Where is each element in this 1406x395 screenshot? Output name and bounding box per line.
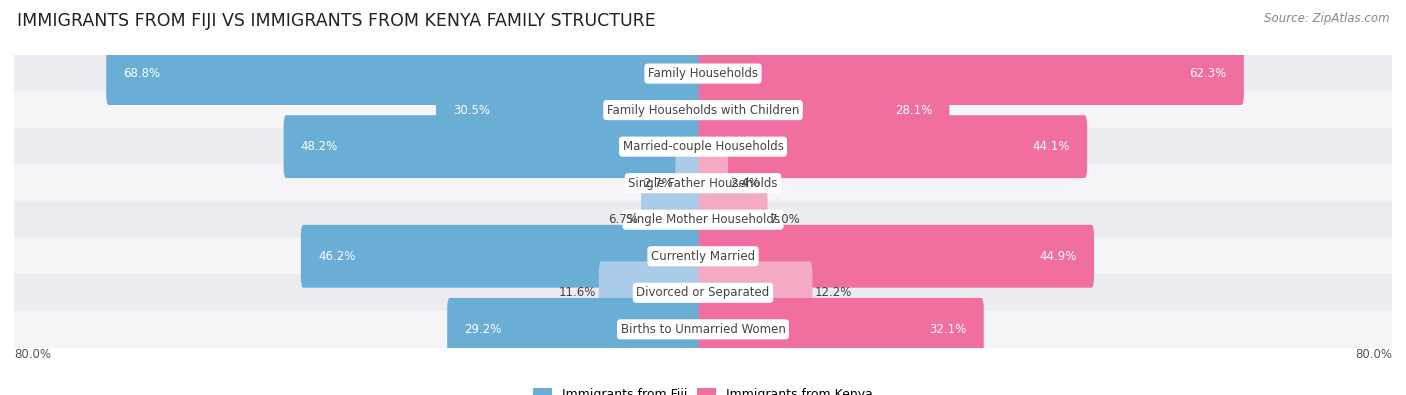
Text: Family Households: Family Households <box>648 67 758 80</box>
FancyBboxPatch shape <box>107 42 707 105</box>
Text: 32.1%: 32.1% <box>929 323 966 336</box>
FancyBboxPatch shape <box>14 55 1392 92</box>
Text: 7.0%: 7.0% <box>770 213 800 226</box>
FancyBboxPatch shape <box>699 261 813 324</box>
Text: 46.2%: 46.2% <box>318 250 356 263</box>
FancyBboxPatch shape <box>699 188 768 251</box>
Text: Divorced or Separated: Divorced or Separated <box>637 286 769 299</box>
Text: 62.3%: 62.3% <box>1189 67 1226 80</box>
Text: 2.7%: 2.7% <box>643 177 673 190</box>
Text: 30.5%: 30.5% <box>453 103 491 117</box>
FancyBboxPatch shape <box>14 128 1392 166</box>
Text: 28.1%: 28.1% <box>894 103 932 117</box>
FancyBboxPatch shape <box>699 79 949 141</box>
Text: IMMIGRANTS FROM FIJI VS IMMIGRANTS FROM KENYA FAMILY STRUCTURE: IMMIGRANTS FROM FIJI VS IMMIGRANTS FROM … <box>17 12 655 30</box>
FancyBboxPatch shape <box>14 310 1392 348</box>
FancyBboxPatch shape <box>699 225 1094 288</box>
Text: 80.0%: 80.0% <box>1355 348 1392 361</box>
FancyBboxPatch shape <box>675 152 707 214</box>
Text: Single Father Households: Single Father Households <box>628 177 778 190</box>
Text: Births to Unmarried Women: Births to Unmarried Women <box>620 323 786 336</box>
Text: 68.8%: 68.8% <box>124 67 160 80</box>
FancyBboxPatch shape <box>599 261 707 324</box>
FancyBboxPatch shape <box>14 201 1392 239</box>
FancyBboxPatch shape <box>14 274 1392 312</box>
Text: Married-couple Households: Married-couple Households <box>623 140 783 153</box>
Text: 80.0%: 80.0% <box>14 348 51 361</box>
FancyBboxPatch shape <box>14 164 1392 202</box>
FancyBboxPatch shape <box>447 298 707 361</box>
Text: 6.7%: 6.7% <box>609 213 638 226</box>
Text: Source: ZipAtlas.com: Source: ZipAtlas.com <box>1264 12 1389 25</box>
Text: 44.9%: 44.9% <box>1039 250 1077 263</box>
FancyBboxPatch shape <box>699 42 1244 105</box>
FancyBboxPatch shape <box>641 188 707 251</box>
Text: 48.2%: 48.2% <box>301 140 337 153</box>
FancyBboxPatch shape <box>436 79 707 141</box>
FancyBboxPatch shape <box>301 225 707 288</box>
FancyBboxPatch shape <box>14 91 1392 129</box>
Text: Single Mother Households: Single Mother Households <box>626 213 780 226</box>
Text: 2.4%: 2.4% <box>731 177 761 190</box>
Legend: Immigrants from Fiji, Immigrants from Kenya: Immigrants from Fiji, Immigrants from Ke… <box>529 383 877 395</box>
FancyBboxPatch shape <box>699 298 984 361</box>
FancyBboxPatch shape <box>14 237 1392 275</box>
Text: Family Households with Children: Family Households with Children <box>607 103 799 117</box>
FancyBboxPatch shape <box>699 152 728 214</box>
Text: 11.6%: 11.6% <box>558 286 596 299</box>
Text: Currently Married: Currently Married <box>651 250 755 263</box>
FancyBboxPatch shape <box>284 115 707 178</box>
FancyBboxPatch shape <box>699 115 1087 178</box>
Text: 12.2%: 12.2% <box>815 286 852 299</box>
Text: 29.2%: 29.2% <box>464 323 502 336</box>
Text: 44.1%: 44.1% <box>1032 140 1070 153</box>
